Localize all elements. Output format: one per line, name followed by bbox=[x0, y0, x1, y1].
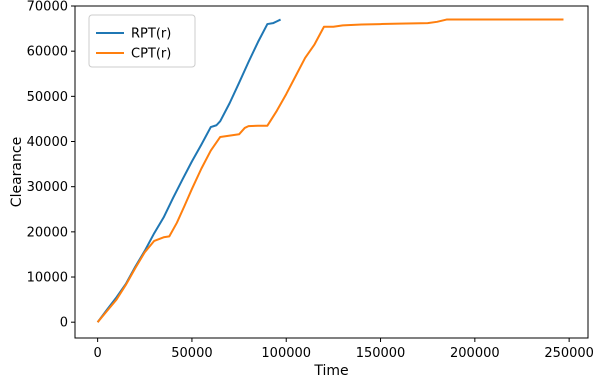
x-tick-label: 50000 bbox=[171, 346, 212, 361]
legend: RPT(r) CPT(r) bbox=[88, 14, 196, 68]
legend-label-rpt: RPT(r) bbox=[131, 27, 171, 42]
x-tick-label: 250000 bbox=[544, 346, 594, 361]
y-tick-label: 40000 bbox=[27, 135, 68, 150]
x-tick-label: 150000 bbox=[356, 346, 406, 361]
x-tick-label: 0 bbox=[93, 346, 101, 361]
y-tick-label: 30000 bbox=[27, 180, 68, 195]
y-axis: 0 10000 20000 30000 40000 50000 60000 70000 bbox=[27, 0, 75, 331]
y-tick-label: 50000 bbox=[27, 90, 68, 105]
y-tick-label: 0 bbox=[60, 316, 68, 331]
y-axis-label: Clearance bbox=[9, 137, 25, 207]
x-axis-label: Time bbox=[313, 363, 348, 379]
series-line-cpt-r bbox=[96, 18, 564, 323]
y-tick-label: 10000 bbox=[27, 271, 68, 286]
x-tick-label: 100000 bbox=[261, 346, 311, 361]
x-tick-label: 200000 bbox=[450, 346, 500, 361]
y-tick-label: 20000 bbox=[27, 225, 68, 240]
x-axis: 0 50000 100000 150000 200000 250000 bbox=[93, 338, 594, 361]
plot-area-frame bbox=[74, 5, 589, 339]
series-layer bbox=[96, 18, 564, 323]
legend-label-cpt: CPT(r) bbox=[131, 47, 171, 62]
y-tick-label: 60000 bbox=[27, 45, 68, 60]
y-tick-label: 70000 bbox=[27, 0, 68, 15]
